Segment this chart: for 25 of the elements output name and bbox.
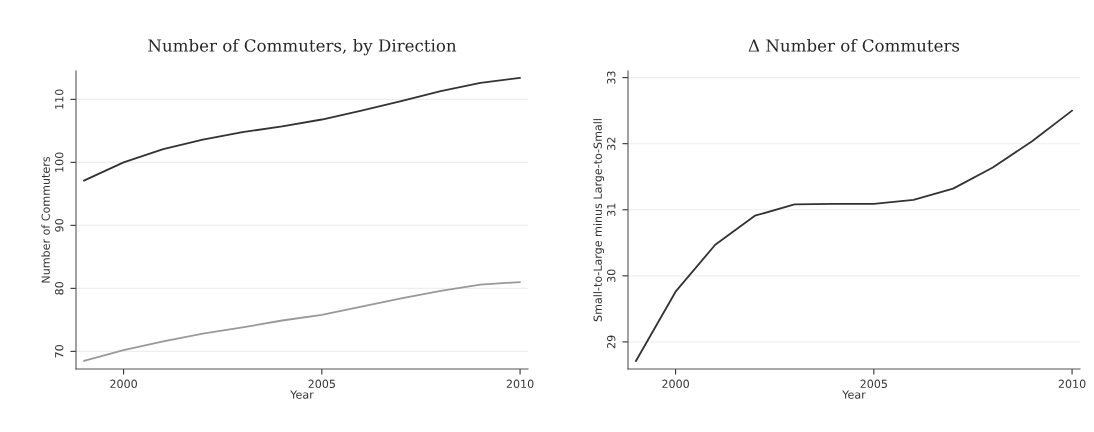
y-tick-label: 100 <box>55 152 64 172</box>
y-tick-label: 30 <box>607 269 616 283</box>
y-tick-label: 31 <box>607 203 616 216</box>
x-tick-label: 2005 <box>308 379 335 389</box>
x-axis-title: Year <box>842 390 866 399</box>
chart-title: Number of Commuters, by Direction <box>148 38 457 56</box>
y-tick-label: 29 <box>607 335 616 349</box>
x-axis-title: Year <box>290 390 314 399</box>
line-series <box>635 109 1073 362</box>
x-tick-label: 2010 <box>506 379 534 389</box>
line-series <box>83 77 521 182</box>
y-tick-label: 90 <box>55 219 64 232</box>
x-tick-label: 2010 <box>1058 379 1086 389</box>
y-axis-title: Number of Commuters <box>41 156 50 283</box>
y-axis-title: Small-to-Large minus Large-to-Small <box>593 119 605 322</box>
y-tick-label: 110 <box>55 89 64 109</box>
y-tick-label: 33 <box>607 71 616 84</box>
line-series <box>83 281 521 362</box>
chart-title: Δ Number of Commuters <box>748 38 960 52</box>
y-tick-label: 32 <box>607 137 616 150</box>
x-tick-label: 2000 <box>662 379 689 389</box>
x-tick-label: 2005 <box>860 379 887 389</box>
x-tick-label: 2000 <box>110 379 137 389</box>
y-tick-label: 80 <box>55 282 64 295</box>
y-tick-label: 70 <box>55 345 64 358</box>
